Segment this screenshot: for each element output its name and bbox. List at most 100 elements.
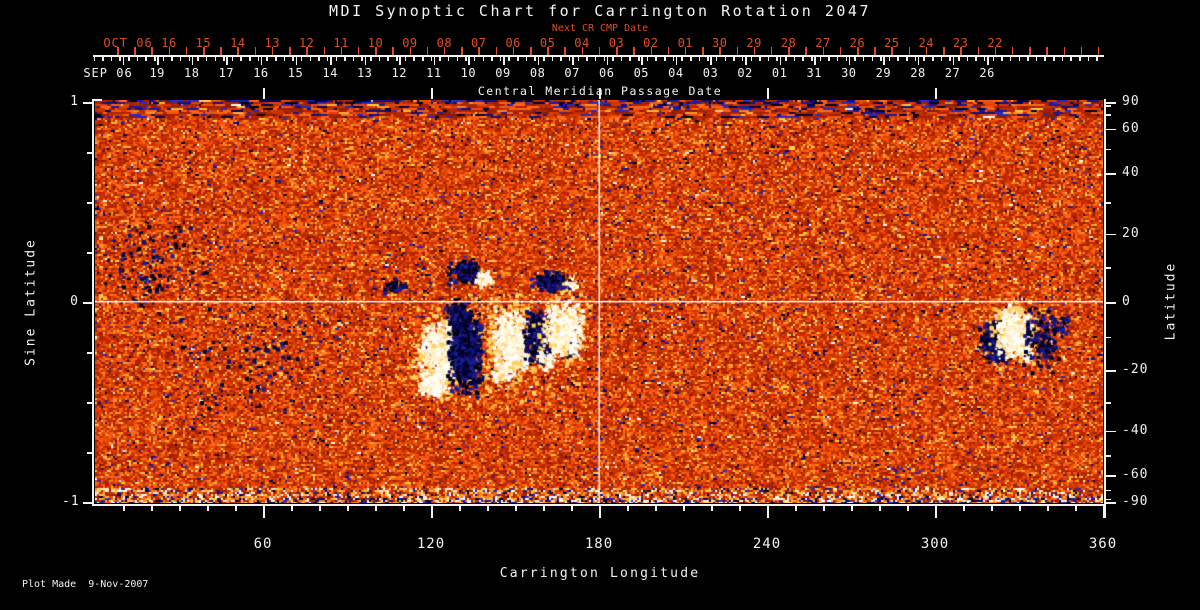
cmp-day-subtick	[1027, 56, 1029, 61]
cmp-day-subtick	[724, 56, 727, 61]
cmp-day-subtick	[275, 56, 277, 61]
next-cr-date-label: 02	[643, 36, 659, 50]
cmp-day-subtick	[447, 56, 450, 61]
cmp-day-subtick	[534, 56, 536, 61]
cmp-day-subtick	[906, 56, 908, 61]
cmp-day-subtick	[93, 56, 95, 61]
plot-frame-bottom	[92, 504, 1106, 506]
bottom-minor-tick	[683, 505, 685, 511]
bottom-tick-label: 180	[584, 536, 614, 552]
next-cr-tick	[271, 47, 274, 55]
next-cr-tick	[633, 47, 635, 55]
cmp-day-subtick	[975, 56, 977, 61]
bottom-major-tick	[599, 505, 601, 518]
next-cr-tick	[512, 47, 515, 55]
cmp-day-subtick	[1096, 56, 1098, 61]
cmp-day-subtick	[560, 56, 562, 61]
cmp-day-subtick	[465, 56, 467, 61]
next-cr-tick	[1029, 47, 1031, 55]
cmp-day-subtick	[620, 56, 623, 61]
next-cr-tick	[753, 47, 756, 55]
cmp-day-subtick	[923, 56, 925, 61]
right-major-tick	[1105, 128, 1116, 131]
cmp-day-subtick	[491, 56, 493, 61]
bottom-major-tick	[767, 505, 769, 518]
right-minor-tick	[1105, 267, 1111, 269]
next-cr-date-label: 23	[952, 36, 969, 50]
cmp-day-subtick	[154, 56, 156, 61]
cmp-day-subtick	[422, 56, 424, 61]
bottom-major-tick	[263, 505, 265, 518]
bottom-minor-tick	[1019, 505, 1021, 511]
top-red-month-label: OCT 06	[103, 36, 153, 50]
cmp-date-label: 07	[564, 66, 580, 80]
bottom-minor-tick	[291, 505, 293, 511]
cmp-day-tick	[364, 56, 367, 65]
cmp-day-subtick	[249, 56, 251, 61]
cmp-day-subtick	[162, 56, 165, 61]
left-tick-label: 1	[70, 94, 79, 109]
cmp-day-subtick	[378, 56, 381, 61]
cmp-day-subtick	[698, 56, 701, 61]
cmp-date-label: 17	[218, 66, 235, 80]
cmp-day-subtick	[638, 56, 640, 61]
cmp-day-subtick	[240, 56, 242, 61]
next-cr-tick	[461, 47, 463, 55]
right-minor-tick	[1105, 489, 1111, 492]
bottom-minor-tick	[963, 505, 965, 511]
next-cr-tick	[719, 47, 721, 55]
next-cr-date-label: 09	[402, 36, 418, 50]
bottom-tick-label: 60	[253, 536, 273, 552]
left-minor-tick	[87, 352, 92, 354]
cmp-day-subtick	[344, 56, 346, 61]
cmp-day-tick	[399, 56, 401, 65]
cmp-day-subtick	[646, 56, 649, 61]
next-cr-tick	[994, 47, 997, 55]
plot-frame-top-stub	[92, 99, 102, 101]
cmp-day-subtick	[1079, 56, 1081, 61]
cmp-day-tick	[987, 56, 989, 65]
cmp-day-subtick	[387, 56, 389, 61]
cmp-day-subtick	[102, 56, 104, 61]
cmp-day-subtick	[318, 56, 320, 61]
cmp-day-subtick	[1053, 56, 1055, 61]
cmp-day-subtick	[1018, 56, 1020, 61]
cmp-day-subtick	[715, 56, 718, 61]
bottom-minor-tick	[851, 505, 853, 511]
next-cr-date-label: 26	[849, 36, 866, 50]
next-cr-tick	[684, 47, 687, 55]
next-cr-tick	[702, 47, 704, 55]
next-cr-date-label: 28	[780, 36, 797, 50]
cmp-day-tick	[468, 56, 470, 65]
cmp-day-subtick	[473, 56, 476, 61]
plot-frame-right	[1104, 99, 1106, 518]
next-cr-tick	[237, 47, 239, 55]
cmp-date-label: 16	[253, 66, 269, 80]
next-cr-date-label: 13	[264, 36, 280, 50]
chart-title: MDI Synoptic Chart for Carrington Rotati…	[329, 2, 871, 20]
cmp-day-tick	[745, 56, 747, 65]
bottom-major-tick	[431, 505, 433, 518]
cmp-day-subtick	[603, 56, 606, 61]
cmp-day-subtick	[179, 56, 182, 61]
cmp-day-subtick	[517, 56, 519, 61]
next-cr-tick	[581, 47, 584, 55]
bottom-minor-tick	[543, 505, 545, 511]
cmp-day-subtick	[914, 56, 917, 61]
right-tick-label: -40	[1122, 422, 1149, 438]
cmp-day-tick	[848, 56, 851, 65]
bottom-minor-tick	[991, 505, 993, 511]
right-minor-tick	[1105, 148, 1111, 151]
cmp-day-subtick	[1070, 56, 1072, 61]
cmp-day-subtick	[690, 56, 692, 61]
cmp-day-subtick	[283, 56, 286, 61]
cmp-date-label: 01	[771, 66, 788, 80]
next-cr-date-label: 03	[608, 36, 625, 50]
left-minor-tick	[87, 202, 92, 204]
next-cr-tick	[598, 47, 601, 55]
next-cr-tick	[323, 47, 326, 55]
next-cr-date-label: 15	[195, 36, 212, 50]
right-major-tick	[1105, 502, 1116, 504]
cmp-day-subtick	[767, 56, 770, 61]
next-cr-date-label: 10	[367, 36, 384, 50]
